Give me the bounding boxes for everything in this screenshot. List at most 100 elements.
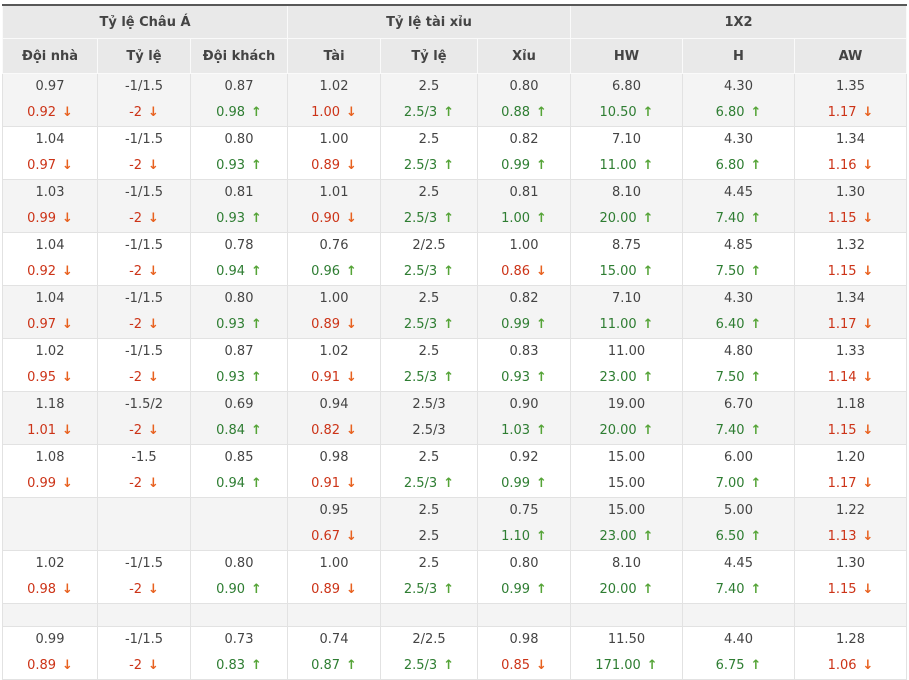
odds-number: 10.50 <box>599 105 637 120</box>
odds-number: -2 <box>129 317 143 332</box>
odds-number: 6.80 <box>715 158 745 173</box>
current-odds-value: -2 ↓ <box>98 418 190 444</box>
odds-cell: 5.00 6.50 ↑ <box>682 497 795 551</box>
odds-number: -2 <box>129 658 143 673</box>
odds-number: 11.00 <box>599 158 637 173</box>
odds-number: 0.97 <box>27 317 57 332</box>
odds-number: 7.40 <box>715 582 745 597</box>
current-odds-value: 2.5/3 ↑ <box>381 471 477 497</box>
odds-number: 0.89 <box>311 158 341 173</box>
current-odds-value: 0.97 ↓ <box>3 312 97 338</box>
up-arrow-icon: ↑ <box>642 370 654 385</box>
odds-cell: 1.20 1.17 ↓ <box>794 444 907 498</box>
current-odds-value: 6.40 ↑ <box>683 312 794 338</box>
odds-row: 1.18 1.01 ↓ -1.5/2 -2 ↓ 0.69 0.84 ↑ 0.94 0.82 ↓ 2.5/… <box>2 391 907 445</box>
down-arrow-icon: ↓ <box>862 158 874 173</box>
odds-cell: 6.00 7.00 ↑ <box>682 444 795 498</box>
odds-number: 2.5/3 <box>403 370 438 385</box>
odds-number: 2.5/3 <box>403 582 438 597</box>
up-arrow-icon: ↑ <box>536 529 547 544</box>
odds-cell: -1/1.5 -2 ↓ <box>97 626 191 680</box>
opening-odds-value: 1.02 <box>35 556 65 571</box>
odds-cell: 4.80 7.50 ↑ <box>682 338 795 392</box>
odds-number: 0.94 <box>216 476 246 491</box>
col-header-home-win: HW <box>570 38 683 74</box>
odds-cell: 1.00 0.89 ↓ <box>287 126 381 180</box>
odds-cell: 4.85 7.50 ↑ <box>682 232 795 286</box>
down-arrow-icon: ↓ <box>148 158 159 173</box>
up-arrow-icon: ↑ <box>750 476 762 491</box>
odds-cell: 1.30 1.15 ↓ <box>794 179 907 233</box>
current-odds-value <box>98 524 190 550</box>
down-arrow-icon: ↓ <box>148 105 159 120</box>
odds-number: 20.00 <box>599 423 637 438</box>
up-arrow-icon: ↑ <box>536 105 547 120</box>
current-odds-value: -2 ↓ <box>98 312 190 338</box>
down-arrow-icon: ↓ <box>862 476 874 491</box>
current-odds-value: 2.5/3 ↑ <box>381 653 477 679</box>
up-arrow-icon: ↑ <box>536 582 547 597</box>
opening-odds-value: 0.80 <box>224 291 254 306</box>
current-odds-value: 6.80 ↑ <box>683 100 794 126</box>
opening-odds-value: 4.30 <box>724 291 753 306</box>
odds-number: 2.5/3 <box>403 105 438 120</box>
down-arrow-icon: ↓ <box>862 105 874 120</box>
odds-cell: 1.04 0.97 ↓ <box>2 126 98 180</box>
opening-odds-value: -1/1.5 <box>124 632 164 647</box>
current-odds-value: -2 ↓ <box>98 577 190 603</box>
odds-number: -2 <box>129 582 143 597</box>
current-odds-value: 0.93 ↑ <box>191 153 287 179</box>
opening-odds-value: 0.69 <box>224 397 254 412</box>
opening-odds-value: 0.98 <box>509 632 539 647</box>
opening-odds-value: 8.10 <box>612 556 641 571</box>
current-odds-value: 7.50 ↑ <box>683 259 794 285</box>
current-odds-value: 1.01 ↓ <box>3 418 97 444</box>
current-odds-value: 1.00 ↑ <box>478 206 570 232</box>
odds-cell: 0.87 0.98 ↑ <box>190 73 288 127</box>
up-arrow-icon: ↑ <box>642 529 654 544</box>
odds-number: 1.15 <box>827 211 857 226</box>
up-arrow-icon: ↑ <box>251 105 262 120</box>
odds-cell: 7.10 11.00 ↑ <box>570 285 683 339</box>
odds-cell: 1.02 0.91 ↓ <box>287 338 381 392</box>
opening-odds-value: 1.01 <box>319 185 349 200</box>
down-arrow-icon: ↓ <box>148 317 159 332</box>
odds-row: 1.02 0.95 ↓ -1/1.5 -2 ↓ 0.87 0.93 ↑ 1.02 0.91 ↓ 2.5 2… <box>2 338 907 392</box>
odds-cell: 1.08 0.99 ↓ <box>2 444 98 498</box>
empty-cell <box>287 603 381 627</box>
current-odds-value: 7.40 ↑ <box>683 577 794 603</box>
current-odds-value: 1.14 ↓ <box>795 365 906 391</box>
odds-cell: 2.5 2.5/3 ↑ <box>380 285 478 339</box>
odds-number: 1.14 <box>827 370 857 385</box>
odds-cell: 0.81 1.00 ↑ <box>477 179 571 233</box>
opening-odds-value: 0.90 <box>509 397 539 412</box>
current-odds-value: 0.90 ↓ <box>288 206 380 232</box>
opening-odds-value: 2/2.5 <box>412 632 446 647</box>
current-odds-value: -2 ↓ <box>98 100 190 126</box>
opening-odds-value: 1.20 <box>836 450 865 465</box>
odds-cell: 4.30 6.40 ↑ <box>682 285 795 339</box>
empty-cell <box>477 603 571 627</box>
opening-odds-value: 19.00 <box>607 397 646 412</box>
odds-number: 6.50 <box>715 529 745 544</box>
odds-number: 0.86 <box>501 264 531 279</box>
odds-cell: 0.80 0.93 ↑ <box>190 285 288 339</box>
odds-row: 1.04 0.92 ↓ -1/1.5 -2 ↓ 0.78 0.94 ↑ 0.76 0.96 ↑ 2/2.… <box>2 232 907 286</box>
down-arrow-icon: ↓ <box>62 658 73 673</box>
current-odds-value: 2.5 <box>381 524 477 550</box>
odds-number: 0.84 <box>216 423 246 438</box>
group-header-1x2: 1X2 <box>570 4 907 39</box>
odds-number: 1.17 <box>827 105 857 120</box>
opening-odds-value: 11.00 <box>607 344 646 359</box>
opening-odds-value <box>3 498 97 524</box>
opening-odds-value: 0.80 <box>224 132 254 147</box>
odds-number: 2.5 <box>418 529 440 544</box>
up-arrow-icon: ↑ <box>443 317 455 332</box>
odds-number: 0.96 <box>311 264 341 279</box>
down-arrow-icon: ↓ <box>148 658 159 673</box>
opening-odds-value: 8.10 <box>612 185 641 200</box>
odds-cell: -1/1.5 -2 ↓ <box>97 550 191 604</box>
current-odds-value: 11.00 ↑ <box>571 153 682 179</box>
odds-cell: 2/2.5 2.5/3 ↑ <box>380 626 478 680</box>
odds-number: 0.99 <box>501 582 531 597</box>
